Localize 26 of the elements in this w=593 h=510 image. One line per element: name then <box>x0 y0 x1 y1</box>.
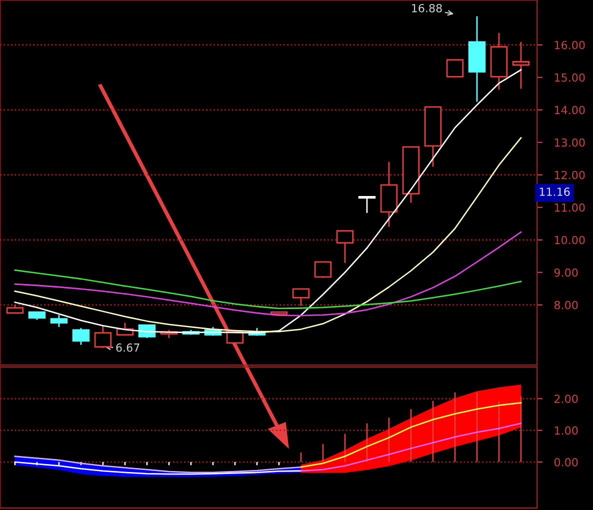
y-tick-label: 13.00 <box>554 138 585 147</box>
text: 11.16 <box>540 188 570 196</box>
candlestick <box>512 41 530 90</box>
y-tick-label: 15.00 <box>554 73 585 82</box>
y-tick-label: 12.00 <box>554 170 585 180</box>
candlestick <box>446 59 464 78</box>
line-series <box>14 231 522 316</box>
line-series <box>14 69 522 334</box>
y-tick-label: 8.00 <box>554 300 578 310</box>
candlestick <box>50 314 68 328</box>
candlestick <box>94 324 112 349</box>
y-tick-label: 10.00 <box>554 236 585 244</box>
y-tick-label: 1.00 <box>554 426 578 435</box>
y-tick-label: 9.00 <box>554 268 578 277</box>
candlestick <box>72 327 90 346</box>
y-tick-label: 11.00 <box>554 203 585 212</box>
candlestick <box>336 230 354 264</box>
annotation: 6.67 <box>116 343 140 352</box>
y-tick-label: 0.00 <box>554 458 578 466</box>
y-tick-label: 16.00 <box>554 40 585 50</box>
line-series <box>14 269 522 310</box>
y-tick-label: 14.00 <box>554 106 585 114</box>
candlestick <box>314 261 332 279</box>
annotation: 16.88 <box>412 4 442 12</box>
y-tick-label: 2.00 <box>554 394 578 404</box>
candlestick <box>292 288 310 307</box>
